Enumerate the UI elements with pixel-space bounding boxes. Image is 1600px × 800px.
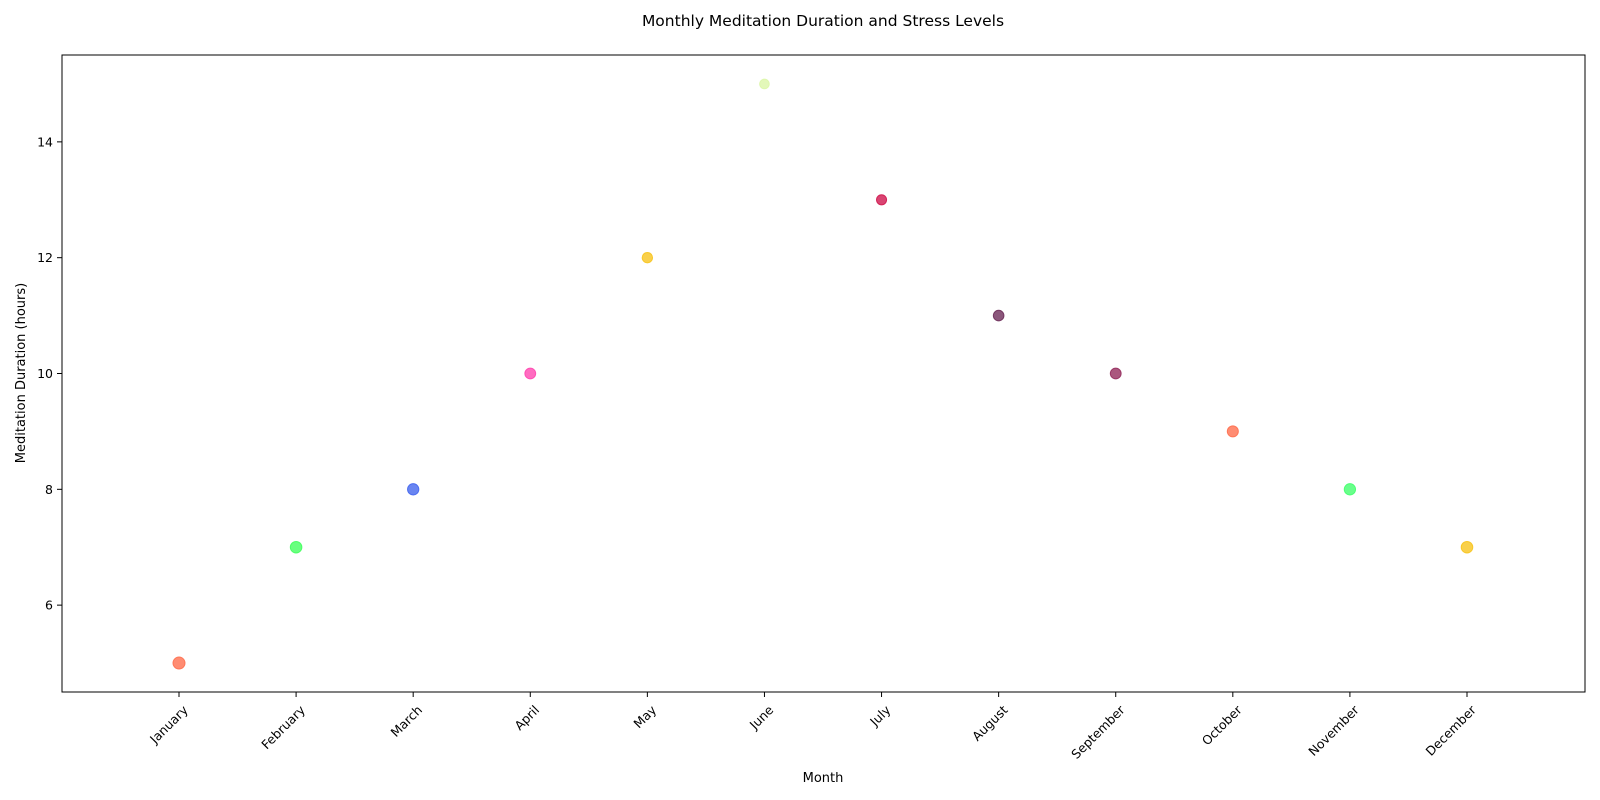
x-tick-label: June bbox=[746, 702, 777, 733]
data-points bbox=[172, 78, 1474, 670]
data-point-may bbox=[641, 252, 654, 264]
y-tick-label: 6 bbox=[45, 598, 53, 613]
x-axis: January February March April May June July Augu… bbox=[146, 692, 1480, 762]
y-axis: 6 8 10 12 14 bbox=[37, 134, 62, 613]
data-point-december bbox=[1460, 540, 1474, 554]
y-tick-label: 8 bbox=[45, 482, 53, 497]
x-tick-label: October bbox=[1199, 702, 1246, 749]
y-axis-label: Meditation Duration (hours) bbox=[14, 283, 29, 463]
x-tick-label: September bbox=[1068, 702, 1128, 762]
x-tick-label: February bbox=[258, 702, 308, 752]
data-point-june bbox=[759, 78, 770, 90]
data-point-august bbox=[992, 309, 1005, 322]
x-tick-label: August bbox=[969, 702, 1011, 744]
x-tick-label: March bbox=[388, 702, 426, 740]
data-point-september bbox=[1109, 367, 1122, 380]
data-point-january bbox=[172, 656, 186, 670]
plot-area bbox=[61, 54, 1586, 693]
x-tick-label: April bbox=[511, 702, 542, 733]
chart-title: Monthly Meditation Duration and Stress L… bbox=[642, 12, 1004, 30]
data-point-february bbox=[289, 540, 303, 554]
data-point-november bbox=[1343, 483, 1357, 496]
data-point-july bbox=[876, 194, 888, 206]
data-point-october bbox=[1226, 425, 1239, 438]
data-point-april bbox=[524, 367, 537, 380]
x-tick-label: January bbox=[146, 702, 191, 747]
x-tick-label: July bbox=[866, 702, 894, 730]
y-tick-label: 10 bbox=[37, 366, 53, 381]
x-tick-label: December bbox=[1422, 702, 1479, 759]
y-tick-label: 12 bbox=[37, 250, 53, 265]
x-tick-label: November bbox=[1305, 702, 1362, 759]
x-tick-label: May bbox=[630, 702, 659, 731]
x-axis-label: Month bbox=[803, 771, 844, 786]
y-tick-label: 14 bbox=[37, 134, 53, 149]
data-point-march bbox=[407, 483, 420, 496]
